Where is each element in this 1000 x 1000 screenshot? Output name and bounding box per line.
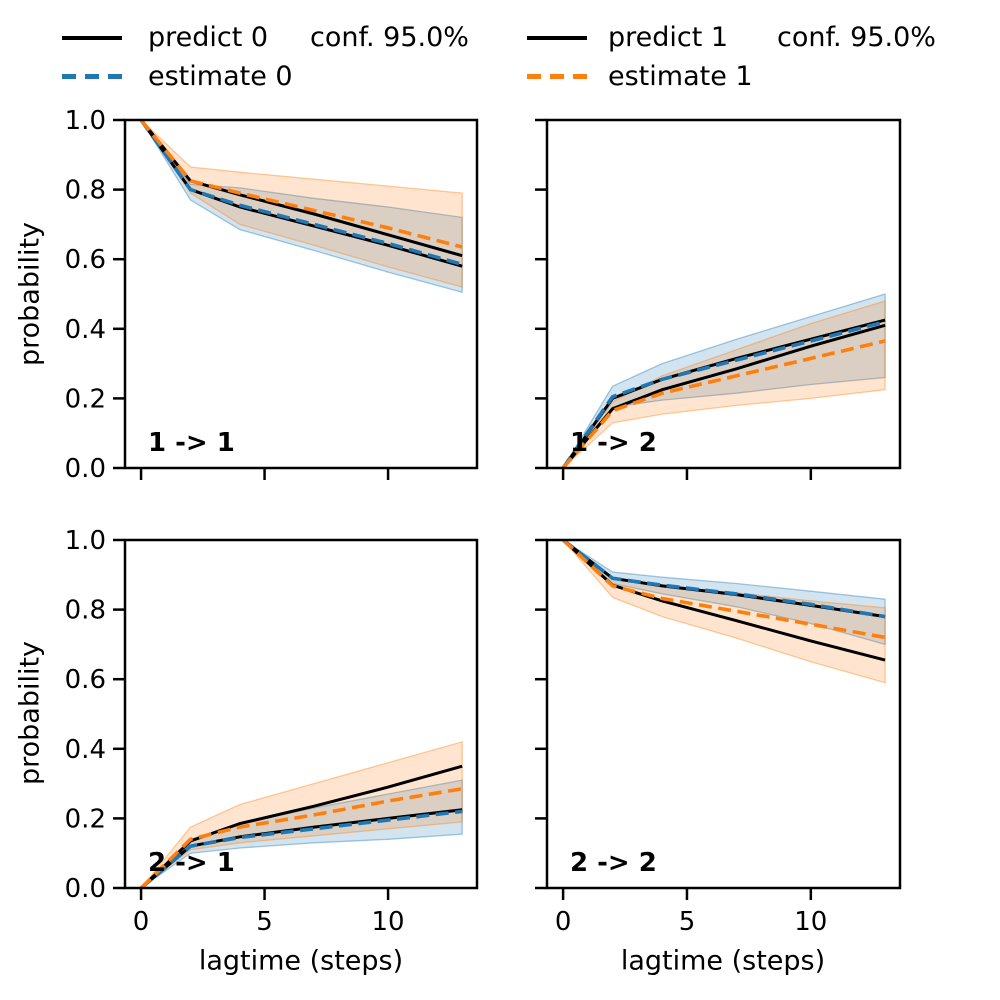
subplot-2-1: 2 -> 1 0.0 0.2 0.4 0.6 0.8 1.0 0 5 10 [65, 526, 479, 937]
legend-conf0-label: conf. 95.0% [310, 22, 469, 53]
transition-annotation: 1 -> 1 [148, 428, 235, 458]
confidence-band-1 [562, 540, 886, 684]
x-tick-label: 0 [133, 907, 150, 937]
estimate0-line-sample-icon [62, 74, 122, 79]
legend-estimate1-label: estimate 1 [608, 61, 753, 92]
axes-spines [123, 538, 479, 890]
estimate0-line [561, 320, 886, 468]
y-tick-label: 0.8 [65, 596, 106, 626]
axes-spines [123, 118, 479, 470]
x-tick-label: 10 [794, 907, 827, 937]
confidence-band-1 [562, 300, 886, 468]
legend-row-estimate0: estimate 0 [62, 57, 469, 96]
x-tick-label: 5 [679, 907, 696, 937]
x-tick-label: 10 [372, 907, 405, 937]
estimate1-line [561, 540, 886, 640]
confidence-band-1 [140, 740, 463, 888]
estimate0-line [139, 809, 463, 888]
legend-row-predict0: predict 0 conf. 95.0% [62, 18, 469, 57]
y-tick-label: 0.6 [65, 665, 106, 695]
y-tick-label: 0.8 [65, 176, 106, 206]
y-tick-label: 0.4 [65, 315, 106, 345]
subplot-1-1: 1 -> 1 0.0 0.2 0.4 0.6 0.8 1.0 [65, 106, 479, 484]
axes-spines [545, 118, 902, 470]
y-tick-label: 0.0 [65, 454, 106, 484]
estimate0-line [561, 540, 886, 619]
estimate1-line [561, 339, 886, 468]
subplot-2-2: 2 -> 2 0 5 10 [535, 538, 902, 937]
legend-row-predict1: predict 1 conf. 95.0% [527, 18, 936, 57]
estimate1-line [139, 120, 463, 249]
y-tick-label: 0.0 [65, 874, 106, 904]
axes-spines [545, 538, 902, 890]
transition-annotation: 2 -> 2 [570, 848, 657, 878]
predict1-line [562, 540, 886, 662]
legend-state0: predict 0 conf. 95.0% estimate 0 [62, 18, 469, 96]
legend-row-estimate1: estimate 1 [527, 57, 936, 96]
confidence-band-0 [562, 293, 886, 468]
transition-annotation: 2 -> 1 [148, 848, 235, 878]
y-tick-label: 0.2 [65, 804, 106, 834]
legend-state1: predict 1 conf. 95.0% estimate 1 [527, 18, 936, 96]
estimate1-line [139, 787, 463, 888]
y-tick-label: 1.0 [65, 526, 106, 556]
y-tick-label: 0.6 [65, 245, 106, 275]
x-tick-label: 5 [256, 907, 273, 937]
estimate0-line [139, 120, 463, 267]
legend-conf1-label: conf. 95.0% [777, 22, 936, 53]
x-tick-label: 0 [555, 907, 572, 937]
transition-annotation: 1 -> 2 [570, 428, 657, 458]
x-axis-label-right: lagtime (steps) [620, 945, 826, 977]
y-tick-label: 0.2 [65, 384, 106, 414]
y-tick-label: 0.4 [65, 735, 106, 765]
legend-estimate0-label: estimate 0 [148, 61, 293, 92]
predict1-line-sample-icon [527, 35, 587, 40]
estimate1-line-sample-icon [527, 74, 587, 79]
x-axis-label-left: lagtime (steps) [198, 945, 404, 977]
legend-predict1-label: predict 1 [608, 22, 729, 53]
legend-predict0-label: predict 0 [148, 22, 269, 53]
predict1-line [140, 764, 463, 888]
predict0-line-sample-icon [62, 35, 122, 40]
subplot-1-2: 1 -> 2 [535, 118, 902, 480]
confidence-band-1 [140, 120, 463, 288]
y-tick-label: 1.0 [65, 106, 106, 136]
